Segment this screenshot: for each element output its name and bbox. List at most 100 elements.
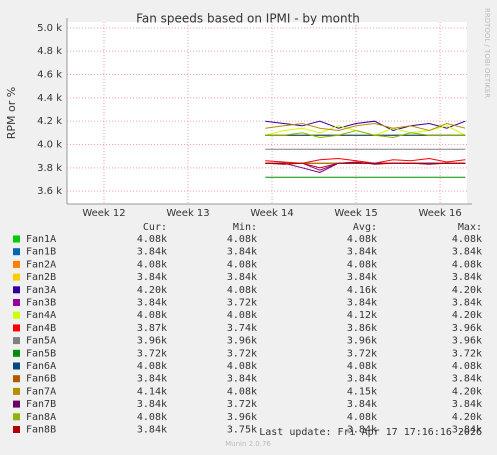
series-line bbox=[265, 122, 466, 132]
legend-name: Fan2A bbox=[26, 259, 56, 270]
legend-stat: 3.84k bbox=[452, 425, 482, 436]
legend-swatch bbox=[13, 426, 20, 433]
legend-stat: 3.86k bbox=[347, 323, 377, 334]
legend-stat: 3.72k bbox=[227, 348, 257, 359]
legend-stat: 3.84k bbox=[347, 425, 377, 436]
legend-stat: 3.87k bbox=[137, 323, 167, 334]
y-tick-label: 4.0 k bbox=[37, 140, 62, 151]
legend-stat: 3.72k bbox=[227, 399, 257, 410]
legend-stat: 3.96k bbox=[137, 336, 167, 347]
x-tick-label: Week 13 bbox=[166, 208, 209, 219]
legend-swatch bbox=[13, 286, 20, 294]
legend-stat: 4.08k bbox=[347, 234, 377, 245]
legend-swatch bbox=[13, 349, 20, 357]
legend-name: Fan1B bbox=[26, 247, 56, 258]
legend-swatch bbox=[13, 260, 20, 268]
legend-stat: 4.08k bbox=[227, 310, 257, 321]
legend-stat: 3.84k bbox=[347, 298, 377, 309]
legend-stat: 4.08k bbox=[347, 361, 377, 372]
legend-swatch bbox=[13, 311, 20, 319]
x-tick-label: Week 16 bbox=[418, 208, 461, 219]
legend-stat: 3.84k bbox=[227, 272, 257, 283]
legend-name: Fan1A bbox=[26, 234, 56, 245]
legend-stat: 4.08k bbox=[137, 259, 167, 270]
legend-stat: 3.84k bbox=[137, 399, 167, 410]
legend-swatch bbox=[13, 248, 20, 256]
legend-stat: 4.08k bbox=[227, 285, 257, 296]
legend-stat: 4.15k bbox=[347, 386, 377, 397]
last-update: Last update: Fri Apr 17 17:16:16 2026 bbox=[259, 427, 482, 438]
legend-stat: 3.96k bbox=[452, 323, 482, 334]
legend-name: Fan6A bbox=[26, 361, 56, 372]
legend-name: Fan5B bbox=[26, 348, 56, 359]
legend-stat: 4.08k bbox=[137, 412, 167, 423]
legend-stat: 4.20k bbox=[452, 386, 482, 397]
legend-stat: 4.08k bbox=[137, 234, 167, 245]
legend-stat: 3.74k bbox=[227, 323, 257, 334]
legend-name: Fan8A bbox=[26, 412, 56, 423]
legend-stat: 4.16k bbox=[347, 285, 377, 296]
series-line bbox=[265, 129, 466, 139]
plot-area bbox=[67, 22, 467, 204]
legend-stat: 4.08k bbox=[227, 259, 257, 270]
legend-stat: 3.84k bbox=[347, 374, 377, 385]
y-tick-label: 4.4 k bbox=[37, 93, 62, 104]
legend-stat: 3.96k bbox=[347, 336, 377, 347]
legend-name: Fan3A bbox=[26, 285, 56, 296]
legend-stat: 3.84k bbox=[227, 247, 257, 258]
series-line bbox=[265, 161, 466, 169]
legend-stat: 4.08k bbox=[452, 361, 482, 372]
legend-stat: 4.08k bbox=[227, 386, 257, 397]
legend-stat: 3.84k bbox=[227, 374, 257, 385]
legend-stat: 3.84k bbox=[137, 374, 167, 385]
legend-name: Fan4B bbox=[26, 323, 56, 334]
legend-name: Fan6B bbox=[26, 374, 56, 385]
legend-swatch bbox=[13, 400, 20, 408]
stat-header: Cur: bbox=[143, 222, 167, 233]
legend-stat: 4.08k bbox=[452, 259, 482, 270]
legend-swatch bbox=[13, 413, 20, 421]
legend-name: Fan8B bbox=[26, 425, 56, 436]
legend-stat: 4.08k bbox=[227, 234, 257, 245]
side-text: RRDTOOL / TOBI OETIKER bbox=[483, 8, 491, 98]
legend-stat: 3.84k bbox=[137, 298, 167, 309]
y-tick-label: 3.8 k bbox=[37, 163, 62, 174]
legend-stat: 3.72k bbox=[347, 348, 377, 359]
legend-stat: 4.20k bbox=[137, 285, 167, 296]
legend-swatch bbox=[13, 324, 20, 332]
legend-stat: 4.20k bbox=[452, 412, 482, 423]
legend-stat: 4.08k bbox=[227, 361, 257, 372]
legend-stat: 3.84k bbox=[137, 247, 167, 258]
legend-swatch bbox=[13, 299, 20, 306]
legend-name: Fan2B bbox=[26, 272, 56, 283]
x-tick-label: Week 12 bbox=[82, 208, 125, 219]
legend-stat: 3.84k bbox=[452, 298, 482, 309]
legend-name: Fan7A bbox=[26, 386, 56, 397]
legend-name: Fan5A bbox=[26, 336, 56, 347]
legend-stat: 4.08k bbox=[137, 361, 167, 372]
legend-stat: 4.08k bbox=[452, 234, 482, 245]
legend-name: Fan3B bbox=[26, 298, 56, 309]
footer: Munin 2.0.76 bbox=[225, 440, 271, 448]
legend-swatch bbox=[13, 337, 20, 345]
legend-swatch bbox=[13, 387, 20, 395]
legend-stat: 3.84k bbox=[347, 272, 377, 283]
stat-header: Max: bbox=[458, 222, 482, 233]
legend-stat: 3.84k bbox=[452, 399, 482, 410]
legend-stat: 4.08k bbox=[137, 310, 167, 321]
legend-stat: 3.84k bbox=[452, 247, 482, 258]
legend-stat: 3.72k bbox=[227, 298, 257, 309]
legend-stat: 3.72k bbox=[137, 348, 167, 359]
legend-stat: 3.84k bbox=[347, 247, 377, 258]
legend-stat: 4.12k bbox=[347, 310, 377, 321]
y-axis-label: RPM or % bbox=[5, 87, 18, 139]
legend-swatch bbox=[13, 273, 20, 281]
series-line bbox=[265, 120, 466, 132]
legend-stat: 3.96k bbox=[227, 336, 257, 347]
stat-header: Avg: bbox=[353, 222, 377, 233]
legend-swatch bbox=[13, 375, 20, 383]
legend-stat: 4.20k bbox=[452, 285, 482, 296]
legend-swatch bbox=[13, 235, 20, 243]
